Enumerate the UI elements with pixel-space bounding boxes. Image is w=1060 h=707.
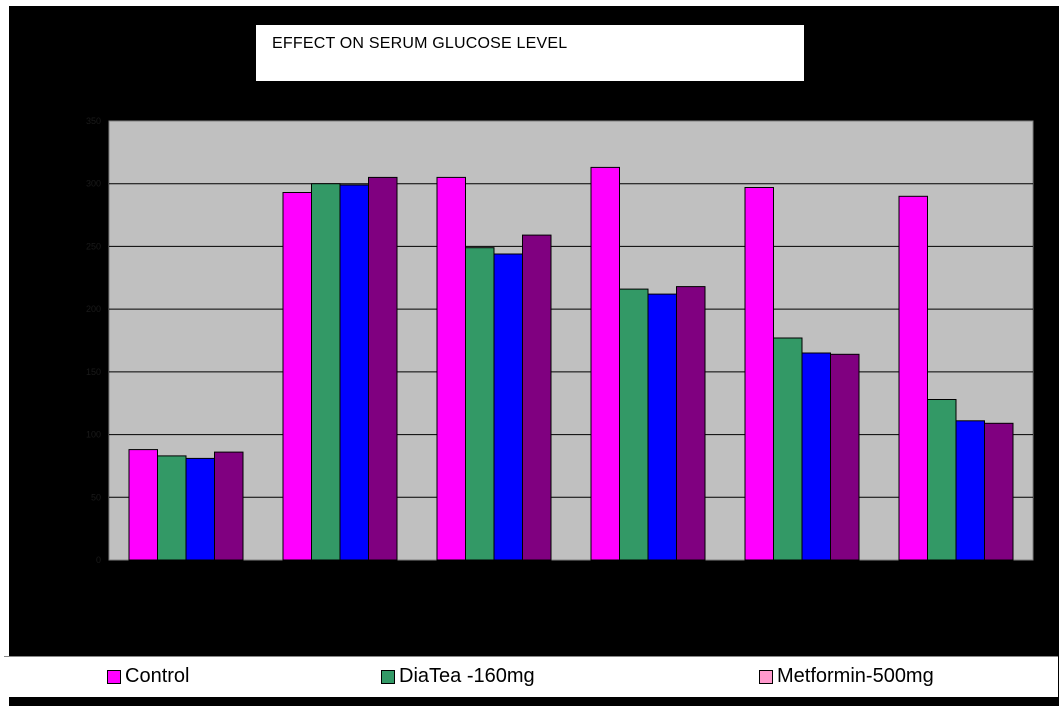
y-tick-label-3: 150 xyxy=(86,367,101,377)
bar-s1-c4 xyxy=(773,337,803,561)
bar-s2-c0 xyxy=(185,457,215,561)
legend: Control DiaTea -160mg Metformin-500mg xyxy=(4,656,1058,697)
bar-s0-c1 xyxy=(282,192,312,561)
bar-s1-c3 xyxy=(619,288,649,561)
y-tick-label-4: 200 xyxy=(86,304,101,314)
legend-item-diatea: DiaTea -160mg xyxy=(381,665,535,688)
legend-item-metformin: Metformin-500mg xyxy=(759,665,934,688)
bar-s2-c3 xyxy=(647,293,677,561)
bar-s1-c1 xyxy=(311,183,341,561)
plot-area xyxy=(108,120,1034,561)
y-tick-label-2: 100 xyxy=(86,430,101,440)
y-tick-label-5: 250 xyxy=(86,241,101,251)
legend-swatch-diatea xyxy=(381,669,395,684)
bar-s0-c3 xyxy=(590,166,620,561)
bar-s3-c3 xyxy=(676,286,706,561)
legend-label-metformin: Metformin-500mg xyxy=(777,665,934,687)
legend-swatch-metformin xyxy=(759,669,773,684)
y-tick-label-7: 350 xyxy=(86,116,101,126)
y-tick-label-0: 0 xyxy=(96,555,101,565)
legend-swatch-control xyxy=(107,669,121,684)
bar-s3-c0 xyxy=(214,451,244,561)
y-tick-label-6: 300 xyxy=(86,179,101,189)
bar-s3-c2 xyxy=(522,234,552,561)
bar-s3-c5 xyxy=(984,422,1014,561)
bar-s0-c5 xyxy=(898,195,928,561)
bar-s3-c4 xyxy=(830,353,860,561)
bars xyxy=(128,166,1014,561)
bar-s2-c2 xyxy=(493,253,523,561)
chart-title: EFFECT ON SERUM GLUCOSE LEVEL xyxy=(272,35,568,52)
bar-s1-c0 xyxy=(157,455,187,561)
bar-s2-c5 xyxy=(955,420,985,561)
y-tick-label-1: 50 xyxy=(91,492,101,502)
bar-s2-c1 xyxy=(339,184,369,561)
bar-s2-c4 xyxy=(801,352,831,561)
legend-item-control: Control xyxy=(107,665,189,688)
bar-s1-c2 xyxy=(465,247,495,561)
bar-s0-c2 xyxy=(436,176,466,561)
legend-label-diatea: DiaTea -160mg xyxy=(399,665,535,687)
bar-s0-c4 xyxy=(744,187,774,561)
bar-s0-c0 xyxy=(128,449,158,561)
gridlines xyxy=(109,183,1033,498)
bar-s1-c5 xyxy=(927,399,957,561)
chart-title-box: EFFECT ON SERUM GLUCOSE LEVEL xyxy=(256,25,804,81)
bar-s3-c1 xyxy=(368,176,398,561)
y-tick-labels: 0 50 100 150 200 250 300 350 xyxy=(86,116,101,565)
legend-label-control: Control xyxy=(125,665,190,687)
